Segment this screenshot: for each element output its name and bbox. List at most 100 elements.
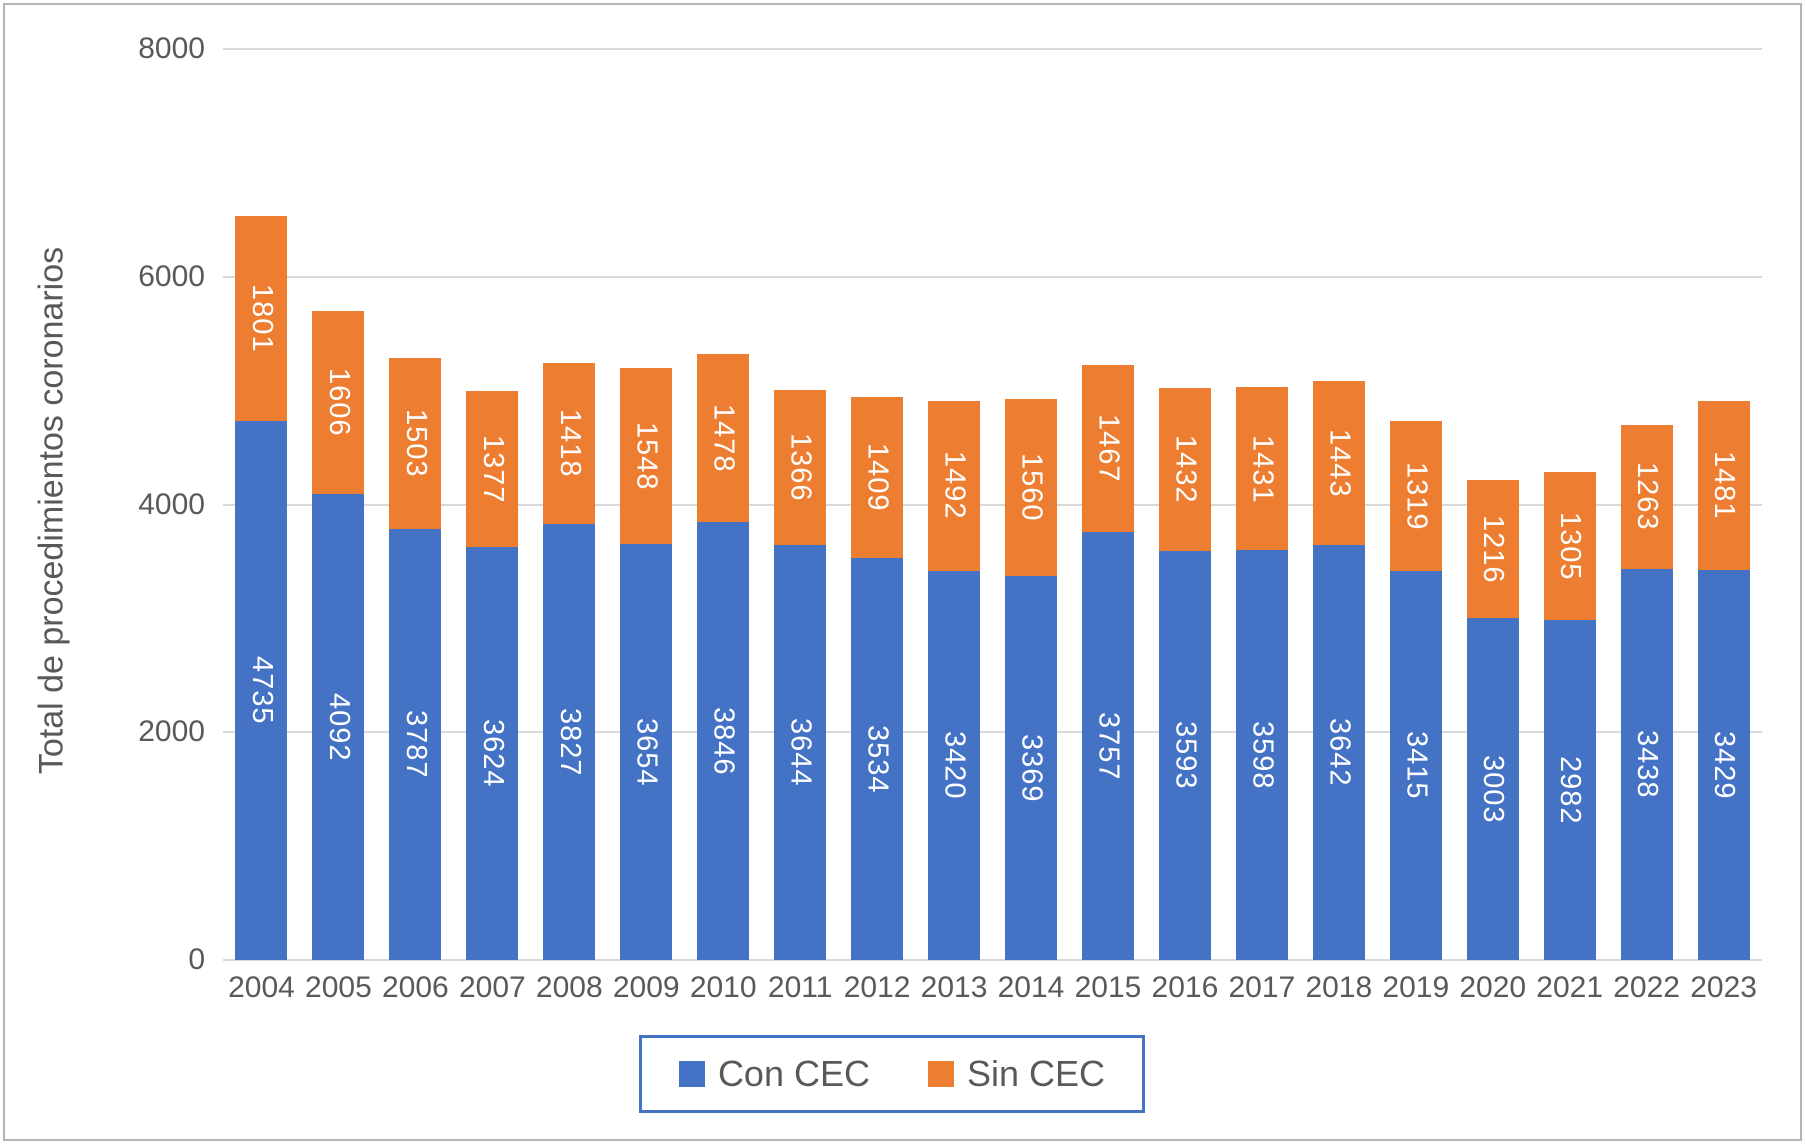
bar-group-2014: 3369 1560 — [993, 49, 1070, 960]
bar-value-label: 1467 — [1092, 414, 1125, 483]
bar-group-2008: 3827 1418 — [531, 49, 608, 960]
bar-segment-sin-cec-2011: 1366 — [774, 389, 827, 546]
bar-value-label: 3644 — [784, 718, 817, 787]
bar-group-2019: 3415 1319 — [1377, 49, 1454, 960]
bar-group-2012: 3534 1409 — [839, 49, 916, 960]
bar-value-label: 1377 — [476, 434, 509, 504]
y-tick-label: 4000 — [138, 487, 205, 521]
bar-value-label: 2982 — [1554, 755, 1587, 825]
bar-group-2013: 3420 1492 — [916, 49, 993, 960]
bar-value-label: 1263 — [1631, 462, 1664, 531]
gridline-2000 — [223, 731, 1762, 734]
bar-stack-2010: 3846 1478 — [697, 353, 750, 960]
bar-value-label: 3438 — [1631, 729, 1664, 799]
plot-area: 4735 1801 4092 1606 3787 1503 3624 1377 3827 1418… — [223, 48, 1762, 961]
bar-segment-con-cec-2022: 3438 — [1620, 568, 1673, 960]
x-tick-label-2011: 2011 — [767, 971, 833, 1004]
gridline-8000 — [223, 48, 1762, 50]
x-tick-label-2017: 2017 — [1228, 971, 1296, 1004]
bar-group-2010: 3846 1478 — [685, 49, 762, 960]
bar-value-label: 3598 — [1246, 720, 1279, 790]
x-tick-label-2020: 2020 — [1459, 971, 1527, 1004]
legend-item-sin-cec: Sin CEC — [928, 1053, 1105, 1095]
bar-stack-2009: 3654 1548 — [620, 367, 673, 960]
bar-stack-2006: 3787 1503 — [389, 357, 442, 960]
bar-segment-con-cec-2018: 3642 — [1312, 545, 1365, 960]
bar-group-2018: 3642 1443 — [1300, 49, 1377, 960]
bar-value-label: 1418 — [553, 409, 586, 478]
bar-stack-2014: 3369 1560 — [1005, 398, 1057, 960]
x-tick-label-2010: 2010 — [689, 971, 757, 1004]
bar-group-2017: 3598 1431 — [1223, 49, 1300, 960]
y-tick-label: 0 — [188, 943, 205, 976]
bar-segment-sin-cec-2013: 1492 — [928, 400, 981, 571]
bar-value-label: 3003 — [1477, 754, 1510, 824]
bar-stack-2008: 3827 1418 — [543, 362, 596, 960]
bar-stack-2020: 3003 1216 — [1466, 479, 1519, 960]
bar-value-label: 3654 — [630, 717, 663, 787]
bar-segment-con-cec-2023: 3429 — [1697, 569, 1750, 960]
x-tick-label-2012: 2012 — [843, 971, 911, 1004]
bars-container: 4735 1801 4092 1606 3787 1503 3624 1377 3827 1418… — [223, 49, 1762, 960]
bar-segment-con-cec-2016: 3593 — [1158, 550, 1211, 960]
bar-value-label: 1478 — [707, 403, 740, 473]
bar-group-2005: 4092 1606 — [300, 49, 377, 960]
bar-group-2006: 3787 1503 — [377, 49, 454, 960]
x-tick-label-2016: 2016 — [1151, 971, 1219, 1004]
legend-swatch-sin-cec — [928, 1061, 954, 1087]
bar-segment-con-cec-2017: 3598 — [1235, 550, 1288, 960]
bar-segment-sin-cec-2004: 1801 — [235, 215, 288, 421]
bar-value-label: 3642 — [1323, 718, 1356, 787]
gridline-4000 — [223, 503, 1762, 506]
bar-segment-con-cec-2005: 4092 — [312, 494, 365, 960]
x-tick-label-2022: 2022 — [1613, 971, 1680, 1004]
bar-value-label: 1216 — [1477, 514, 1510, 584]
bar-segment-con-cec-2012: 3534 — [851, 557, 904, 960]
gridline-0 — [223, 959, 1762, 961]
x-tick-label-2007: 2007 — [458, 971, 526, 1004]
bar-stack-2012: 3534 1409 — [851, 397, 904, 960]
bar-segment-con-cec-2007: 3624 — [466, 547, 519, 960]
bar-stack-2022: 3438 1263 — [1620, 424, 1673, 960]
bar-group-2015: 3757 1467 — [1069, 49, 1146, 960]
bar-segment-sin-cec-2010: 1478 — [697, 353, 750, 523]
bar-segment-con-cec-2009: 3654 — [620, 543, 673, 960]
bar-segment-sin-cec-2008: 1418 — [543, 362, 596, 525]
bar-segment-sin-cec-2017: 1431 — [1235, 387, 1288, 551]
bar-segment-sin-cec-2020: 1216 — [1466, 479, 1519, 619]
bar-group-2021: 2982 1305 — [1531, 49, 1608, 960]
bar-stack-2016: 3593 1432 — [1158, 387, 1211, 960]
bar-value-label: 3534 — [861, 724, 894, 794]
legend-label-sin-cec: Sin CEC — [967, 1053, 1106, 1094]
bar-value-label: 1801 — [245, 284, 278, 353]
bar-segment-sin-cec-2019: 1319 — [1389, 420, 1442, 572]
bar-group-2011: 3644 1366 — [762, 49, 839, 960]
bar-value-label: 3827 — [553, 707, 586, 777]
bar-group-2016: 3593 1432 — [1146, 49, 1223, 960]
legend-swatch-con-cec — [678, 1061, 705, 1087]
bar-segment-con-cec-2021: 2982 — [1543, 620, 1596, 960]
bar-segment-con-cec-2013: 3420 — [928, 570, 981, 960]
bar-value-label: 3415 — [1400, 731, 1433, 800]
x-tick-label-2023: 2023 — [1690, 971, 1757, 1004]
bar-stack-2017: 3598 1431 — [1235, 387, 1288, 960]
bar-segment-sin-cec-2009: 1548 — [620, 367, 673, 544]
bar-value-label: 1431 — [1246, 434, 1279, 504]
bar-segment-con-cec-2020: 3003 — [1466, 618, 1519, 960]
bar-value-label: 1481 — [1708, 450, 1741, 520]
bar-stack-2007: 3624 1377 — [466, 390, 519, 960]
bar-segment-sin-cec-2014: 1560 — [1005, 398, 1057, 577]
bar-segment-sin-cec-2022: 1263 — [1620, 424, 1673, 569]
bar-segment-con-cec-2008: 3827 — [543, 524, 596, 960]
bar-value-label: 4092 — [322, 692, 355, 762]
bar-segment-sin-cec-2006: 1503 — [389, 357, 442, 529]
bar-value-label: 3757 — [1092, 711, 1125, 781]
bar-group-2020: 3003 1216 — [1454, 49, 1531, 960]
bar-segment-con-cec-2004: 4735 — [235, 420, 288, 960]
x-tick-label-2015: 2015 — [1074, 971, 1142, 1004]
bar-stack-2019: 3415 1319 — [1389, 420, 1442, 960]
bar-segment-sin-cec-2015: 1467 — [1081, 365, 1134, 533]
bar-value-label: 3846 — [707, 706, 740, 776]
bar-value-label: 1305 — [1554, 511, 1587, 581]
